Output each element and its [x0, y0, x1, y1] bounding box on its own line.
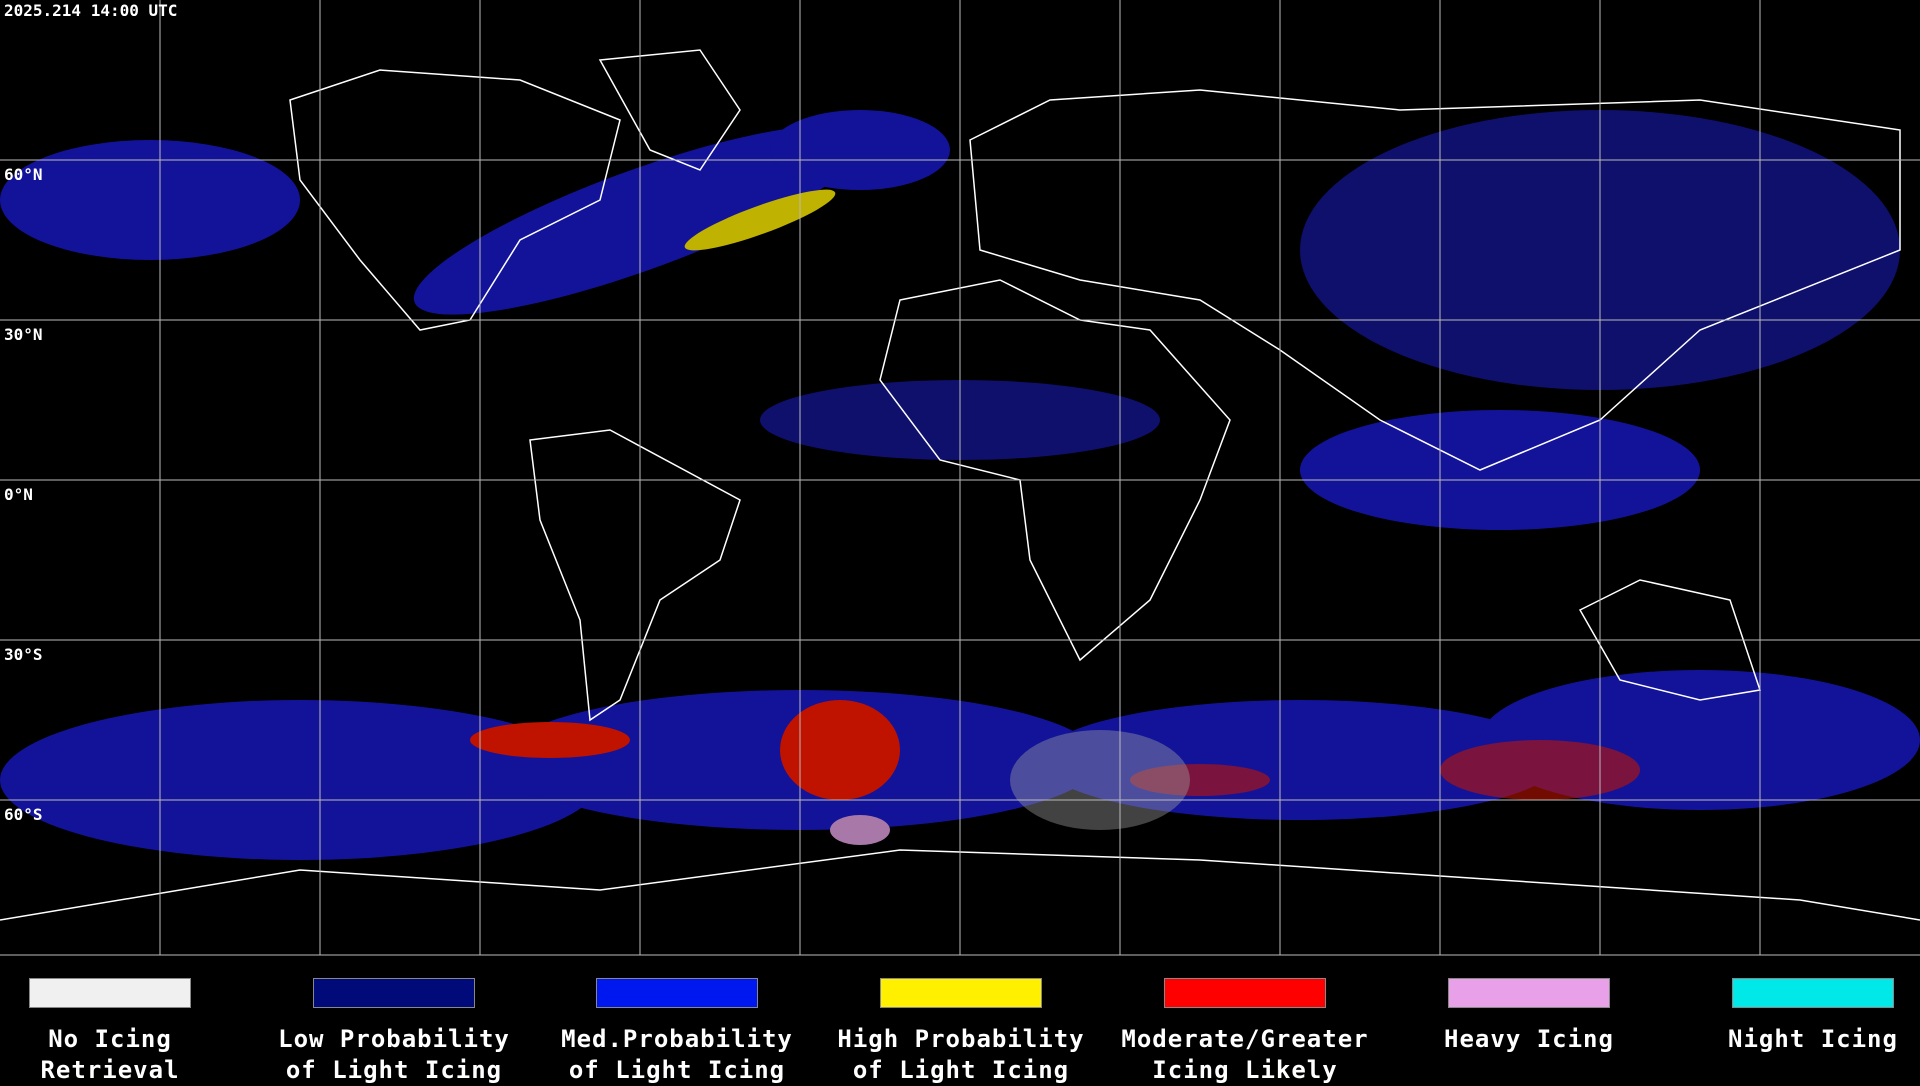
- legend-swatch: [1164, 978, 1326, 1008]
- latitude-label: 60°S: [4, 805, 43, 824]
- latitude-label: 0°N: [4, 485, 33, 504]
- legend-swatch: [1732, 978, 1894, 1008]
- legend-label: Night Icing: [1671, 1024, 1920, 1055]
- legend-label-line: No Icing: [48, 1025, 172, 1053]
- legend-item: No Icing Retrieval: [0, 978, 252, 1086]
- legend-label: No Icing Retrieval: [0, 1024, 252, 1086]
- legend-swatch: [596, 978, 758, 1008]
- latitude-label: 30°N: [4, 325, 43, 344]
- legend-label: Low Probability of Light Icing: [252, 1024, 536, 1086]
- legend-label-line: Retrieval: [40, 1056, 180, 1084]
- legend-item: Low Probability of Light Icing: [252, 978, 536, 1086]
- legend-label-line: Med.Probability: [561, 1025, 793, 1053]
- legend-label: Heavy Icing: [1387, 1024, 1671, 1055]
- legend-label-line: of Light Icing: [568, 1056, 786, 1084]
- timestamp: 2025.214 14:00 UTC: [4, 1, 177, 20]
- legend-swatch: [1448, 978, 1610, 1008]
- legend-label-line: Low Probability: [278, 1025, 510, 1053]
- legend-item: Med.Probability of Light Icing: [535, 978, 819, 1086]
- legend-item: Night Icing: [1671, 978, 1920, 1055]
- legend-label-line: Moderate/Greater: [1121, 1025, 1369, 1053]
- latitude-label: 30°S: [4, 645, 43, 664]
- legend-item: Moderate/Greater Icing Likely: [1103, 978, 1387, 1086]
- latitude-labels: 60°N 30°N 0°N 30°S 60°S: [4, 165, 43, 824]
- legend-swatch: [880, 978, 1042, 1008]
- legend-label: Med.Probability of Light Icing: [535, 1024, 819, 1086]
- legend-item: High Probability of Light Icing: [819, 978, 1103, 1086]
- cloud-field: [0, 110, 1920, 860]
- legend-label-line: High Probability: [837, 1025, 1085, 1053]
- legend-label-line: Heavy Icing: [1444, 1025, 1614, 1053]
- legend-label: High Probability of Light Icing: [819, 1024, 1103, 1086]
- icing-map: 60°N 30°N 0°N 30°S 60°S 2025.214 14:00 UTC: [0, 0, 1920, 956]
- graticule: [0, 0, 1920, 956]
- legend-label: Moderate/Greater Icing Likely: [1103, 1024, 1387, 1086]
- legend-swatch: [29, 978, 191, 1008]
- legend-swatch: [313, 978, 475, 1008]
- legend-label-line: Night Icing: [1728, 1025, 1898, 1053]
- legend-label-line: Icing Likely: [1152, 1056, 1338, 1084]
- latitude-label: 60°N: [4, 165, 43, 184]
- legend-label-line: of Light Icing: [852, 1056, 1070, 1084]
- legend-item: Heavy Icing: [1387, 978, 1671, 1055]
- legend: No Icing Retrieval Low Probability of Light…: [0, 960, 1920, 1084]
- legend-label-line: of Light Icing: [285, 1056, 503, 1084]
